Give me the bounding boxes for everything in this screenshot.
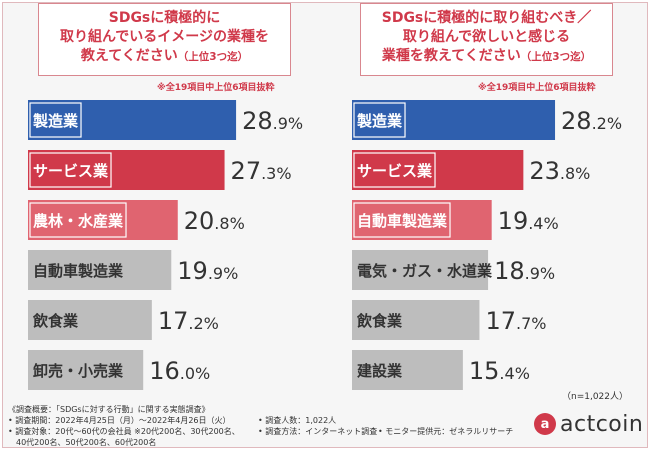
actcoin-logo: a actcoin <box>534 411 644 437</box>
bar-2-4 <box>352 250 489 290</box>
bar-label-2-1: 製造業 <box>356 112 403 130</box>
left-title-line3: 教えてください（上位3つ迄） <box>80 48 249 64</box>
bar-label-1-4: 自動車製造業 <box>33 262 124 280</box>
bar-label-1-1: 製造業 <box>32 112 79 130</box>
bar-value-1-5: 17.2% <box>158 307 219 335</box>
bar-value-1-1: 28.9% <box>242 107 303 135</box>
bar-label-frame-2-3 <box>353 202 451 238</box>
bar-label-2-2: サービス業 <box>357 162 433 180</box>
bar-value-1-2: 27.3% <box>231 157 292 185</box>
bar-label-frame-2-2 <box>353 152 436 188</box>
footer-line1: 《調査概要：「SDGsに対する行動」に関する実態調査》 <box>8 405 210 414</box>
bar-2-3 <box>352 200 492 240</box>
bar-label-frame-1-3 <box>29 202 127 238</box>
footer-people: • 調査人数：1,022人 <box>258 416 337 425</box>
bar-value-1-3: 20.8% <box>184 207 245 235</box>
footer-method: • 調査方法：インターネット調査 <box>258 427 378 436</box>
bar-2-6 <box>352 350 463 390</box>
bar-1-6 <box>28 350 144 390</box>
right-note: ※全19項目中上位6項目抜粋 <box>478 83 596 93</box>
bar-value-2-4: 18.9% <box>494 257 555 285</box>
bar-value-1-6: 16.0% <box>149 357 210 385</box>
bar-value-2-5: 17.7% <box>485 307 546 335</box>
bar-1-5 <box>28 300 152 340</box>
bar-label-frame-1-2 <box>29 152 112 188</box>
left-chart-title: SDGsに積極的に 取り組んでいるイメージの業種を 教えてください（上位3つ迄） <box>38 3 291 76</box>
bar-label-1-5: 飲食業 <box>32 312 79 330</box>
footer-line2: • 調査期間：2022年4月25日（月）～2022年4月26日（火） <box>8 416 231 425</box>
right-chart-title: SDGsに積極的に取り組むべき／ 取り組んで欲しいと感じる 業種を教えてください… <box>360 3 613 76</box>
bar-value-2-1: 28.2% <box>561 107 622 135</box>
right-title-line3: 業種を教えてください（上位3つ迄） <box>381 48 592 64</box>
left-title-line1: SDGsに積極的に <box>108 10 221 26</box>
footer-monitor: • モニター提供元：ゼネラルリサーチ <box>378 427 514 436</box>
bar-label-frame-1-1 <box>29 102 82 138</box>
bar-2-5 <box>352 300 480 340</box>
bar-2-1 <box>352 100 556 140</box>
bar-label-2-4: 電気・ガス・水道業 <box>357 262 493 280</box>
bar-value-2-3: 19.4% <box>498 207 559 235</box>
bar-label-frame-2-1 <box>353 102 406 138</box>
footer-line3: • 調査対象：20代～60代の会社員 ※20代200名、30代200名、 <box>8 427 240 436</box>
bar-label-1-3: 農林・水産業 <box>33 212 124 230</box>
left-title-suffix: （上位3つ迄） <box>177 51 249 63</box>
bar-value-2-2: 23.8% <box>529 157 590 185</box>
right-title-line1: SDGsに積極的に取り組むべき／ <box>381 10 592 26</box>
bar-label-2-6: 建設業 <box>357 362 403 380</box>
bar-value-2-6: 15.4% <box>469 357 530 385</box>
survey-footer: 《調査概要：「SDGsに対する行動」に関する実態調査》 • 調査期間：2022年… <box>8 404 513 448</box>
bar-label-2-3: 自動車製造業 <box>357 212 448 230</box>
bar-1-1 <box>28 100 237 140</box>
bar-label-1-6: 卸売・小売業 <box>33 362 124 380</box>
bar-value-1-4: 19.9% <box>177 257 238 285</box>
bar-2-2 <box>352 150 524 190</box>
left-title-line2: 取り組んでいるイメージの業種を <box>59 29 270 45</box>
right-title-line2: 取り組んで欲しいと感じる <box>402 29 571 45</box>
logo-text: actcoin <box>560 411 644 437</box>
footer-line4: 40代200名、50代200名、60代200名 <box>8 438 157 447</box>
bar-1-2 <box>28 150 225 190</box>
right-title-suffix: （上位3つ迄） <box>520 51 592 63</box>
bar-label-1-2: サービス業 <box>33 162 109 180</box>
sample-size: （n=1,022人） <box>561 392 628 402</box>
bar-1-3 <box>28 200 178 240</box>
left-note: ※全19項目中上位6項目抜粋 <box>157 83 275 93</box>
bar-1-4 <box>28 250 172 290</box>
bar-label-2-5: 飲食業 <box>356 312 403 330</box>
logo-mark-icon: a <box>534 413 556 435</box>
